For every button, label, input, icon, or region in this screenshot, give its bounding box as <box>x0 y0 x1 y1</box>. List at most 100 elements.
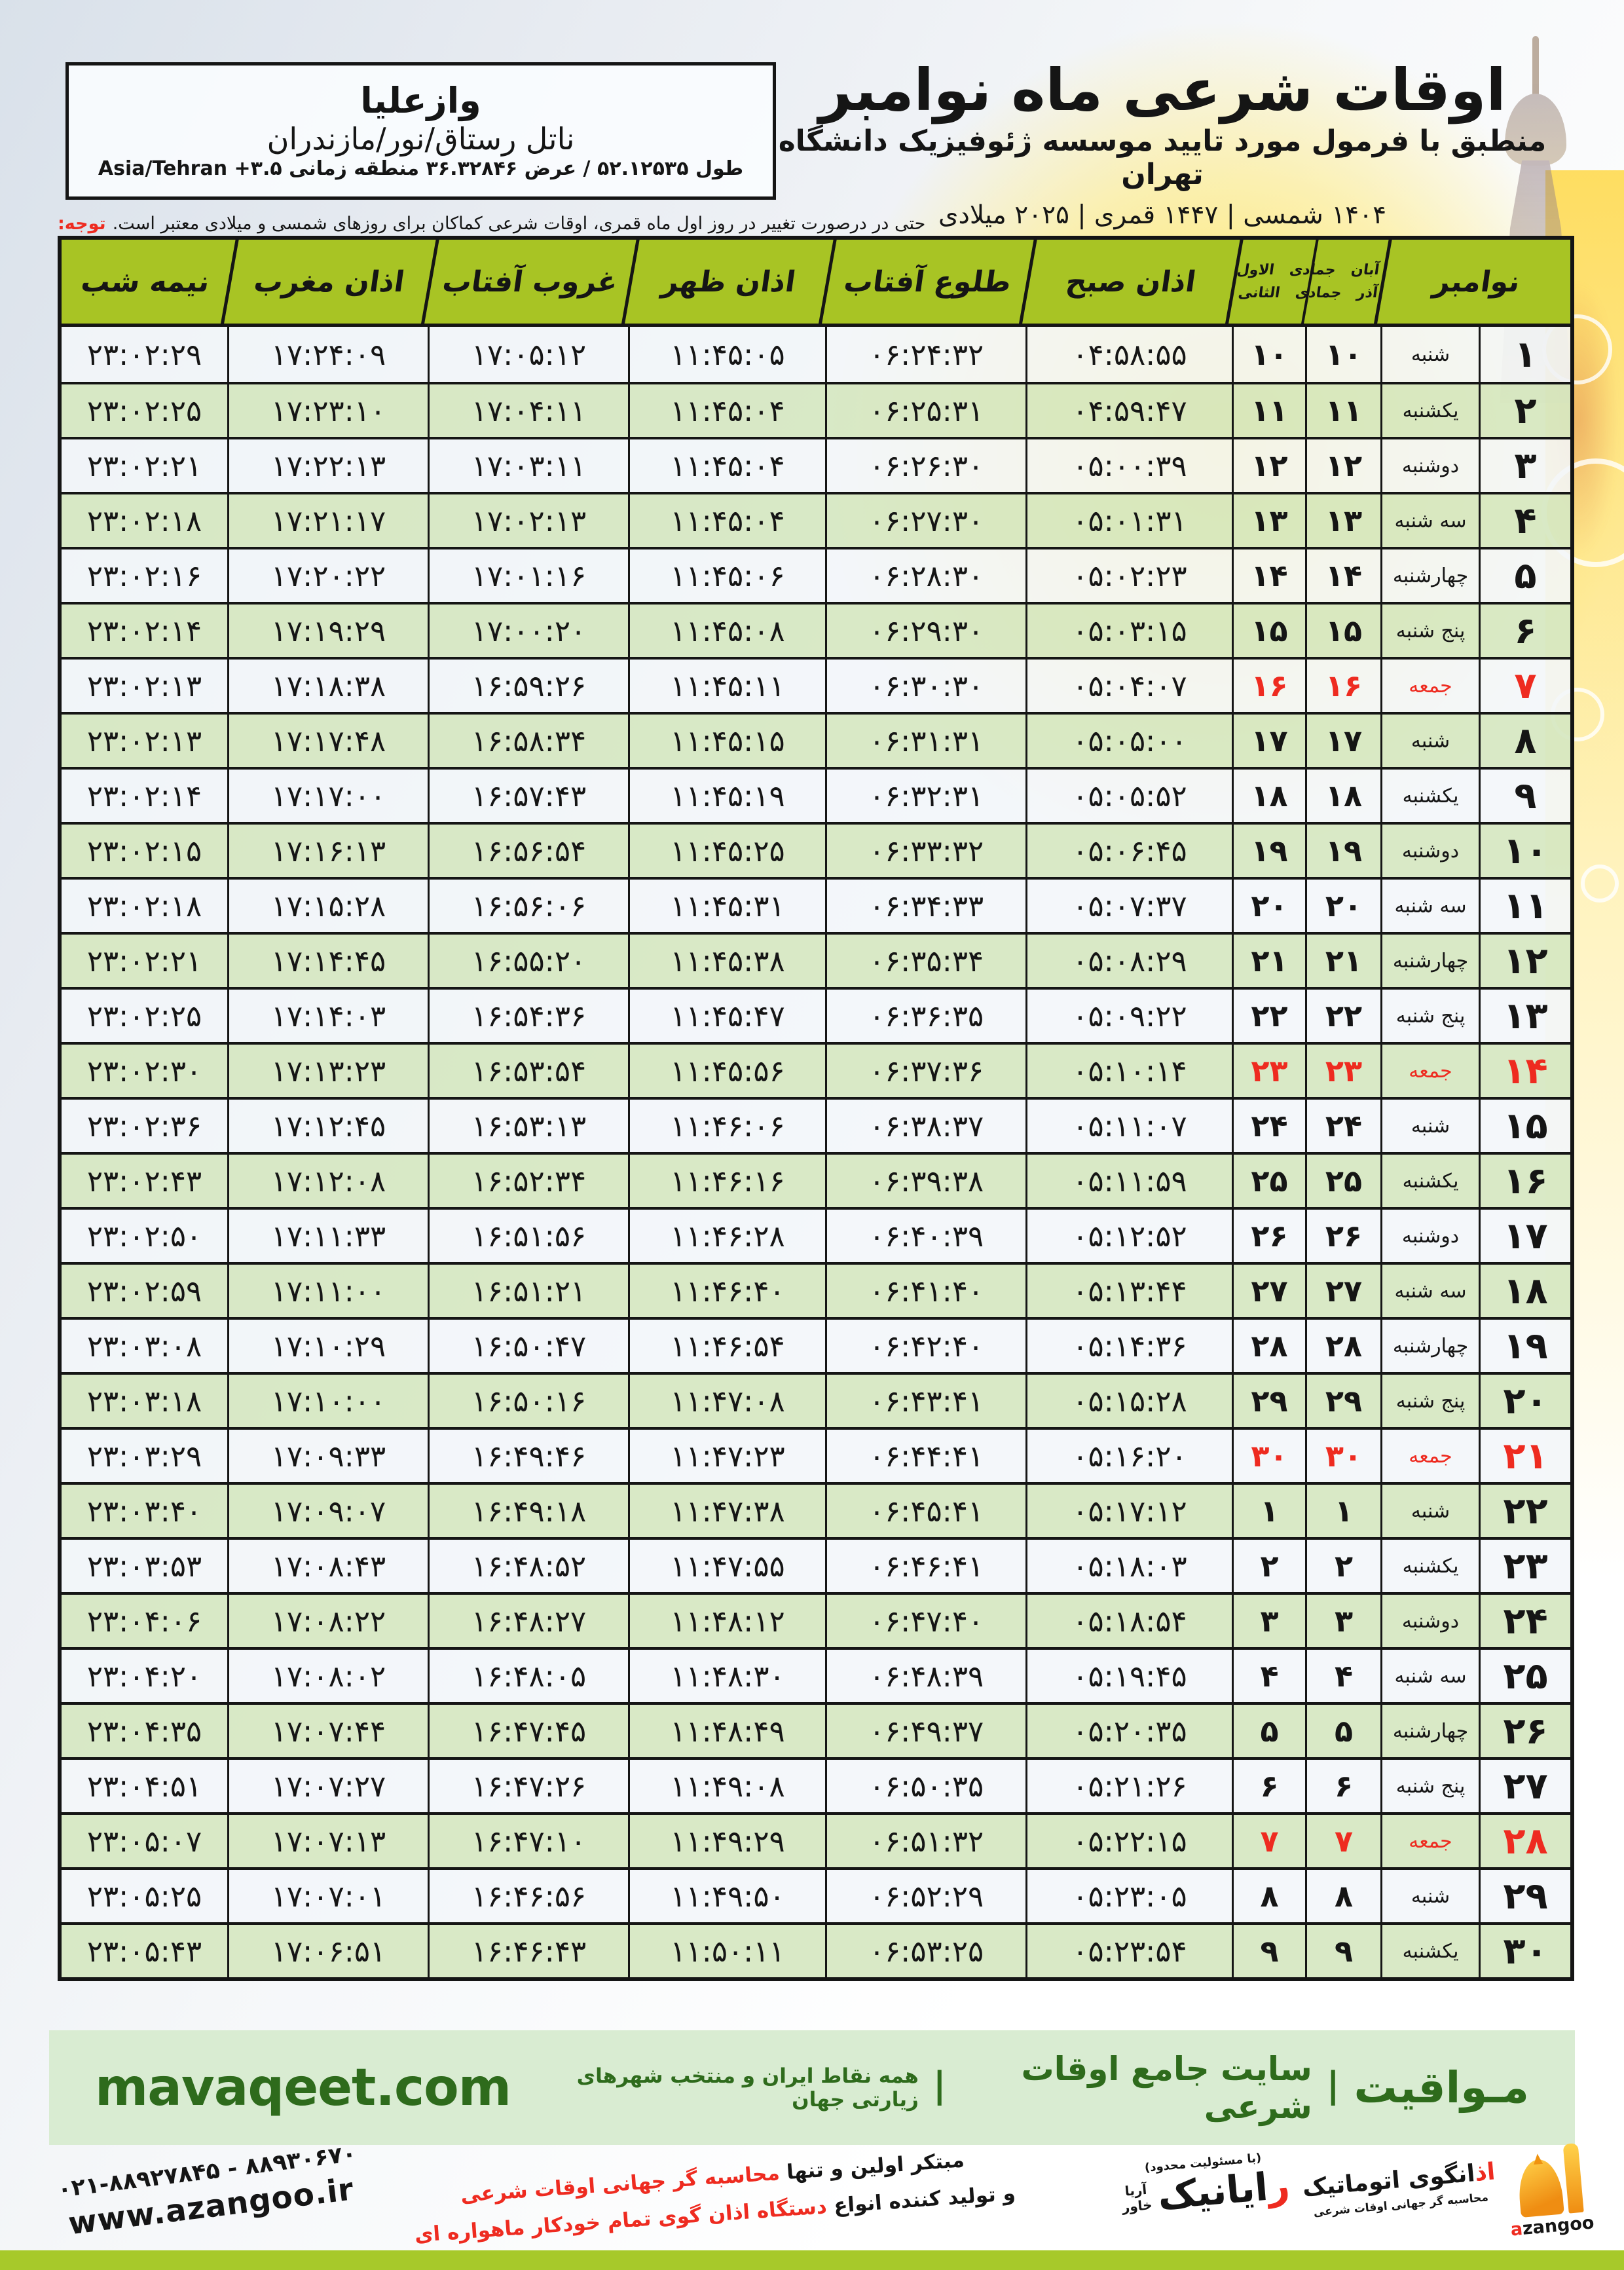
table-row: ۲۱ جمعه ۳۰ ۳۰ ۰۵:۱۶:۲۰ ۰۶:۴۴:۴۱ ۱۱:۴۷:۲۳ ۱۶:۴۹:… <box>62 1427 1570 1482</box>
cell-aban_azar: ۲۴ <box>1307 1100 1382 1152</box>
cell-fajr: ۰۵:۱۸:۵۴ <box>1027 1595 1234 1647</box>
cell-sunrise: ۰۶:۲۴:۳۲ <box>827 327 1027 382</box>
cell-dhuhr: ۱۱:۴۵:۰۴ <box>630 439 827 492</box>
mosque-dome-icon <box>1512 2139 1584 2218</box>
cell-aban_azar: ۷ <box>1307 1815 1382 1867</box>
cell-weekday: چهارشنبه <box>1382 1705 1481 1757</box>
cell-aban_azar: ۵ <box>1307 1705 1382 1757</box>
cell-midnight: ۲۳:۰۲:۱۳ <box>62 715 229 767</box>
cell-jamadi: ۲ <box>1234 1540 1307 1592</box>
cell-midnight: ۲۳:۰۲:۱۴ <box>62 770 229 822</box>
cell-midnight: ۲۳:۰۲:۲۱ <box>62 935 229 987</box>
cell-fajr: ۰۵:۱۶:۲۰ <box>1027 1430 1234 1482</box>
column-header-dhuhr: اذان ظهر <box>630 240 827 324</box>
cell-maghrib: ۱۷:۱۵:۲۸ <box>229 880 430 932</box>
slogan-block: مبتکر اولین و تنها محاسبه گر جهانی اوقات… <box>404 2138 1023 2254</box>
divider: | <box>932 2064 946 2106</box>
cell-fajr: ۰۵:۱۸:۰۳ <box>1027 1540 1234 1592</box>
cell-fajr: ۰۵:۰۸:۲۹ <box>1027 935 1234 987</box>
cell-sunset: ۱۶:۵۰:۴۷ <box>430 1320 630 1372</box>
cell-jamadi: ۱ <box>1234 1485 1307 1537</box>
column-header-november: نوامبر <box>1431 265 1522 299</box>
azangoo-logo: azangoo اذانگوی اتوماتیک محاسبه گر جهانی… <box>1301 2138 1595 2256</box>
cell-weekday: دوشنبه <box>1382 1210 1481 1262</box>
cell-maghrib: ۱۷:۰۷:۴۴ <box>229 1705 430 1757</box>
cell-aban_azar: ۲۹ <box>1307 1375 1382 1427</box>
header: اوقات شرعی ماه نوامبر منطبق با فرمول مور… <box>747 60 1578 230</box>
cell-dhuhr: ۱۱:۴۸:۴۹ <box>630 1705 827 1757</box>
cell-aban_azar: ۲۵ <box>1307 1155 1382 1207</box>
cell-midnight: ۲۳:۰۲:۵۰ <box>62 1210 229 1262</box>
cell-day: ۲۶ <box>1503 1709 1548 1753</box>
cell-midnight: ۲۳:۰۴:۲۰ <box>62 1650 229 1702</box>
cell-midnight: ۲۳:۰۲:۱۸ <box>62 494 229 547</box>
cell-day: ۱۷ <box>1503 1214 1548 1257</box>
cell-jamadi: ۱۹ <box>1234 825 1307 877</box>
cell-sunrise: ۰۶:۳۴:۳۳ <box>827 880 1027 932</box>
cell-midnight: ۲۳:۰۲:۱۶ <box>62 549 229 602</box>
contact-block: ۰۲۱-۸۸۹۲۷۸۴۵ - ۸۸۹۳۰۶۷۰ www.azangoo.ir <box>56 2140 363 2242</box>
page-subtitle: منطبق با فرمول مورد تایید موسسه ژئوفیزیک… <box>778 124 1547 192</box>
mavaqeet-domain-link[interactable]: mavaqeet.com <box>95 2058 511 2117</box>
table-row: ۱۸ سه شنبه ۲۷ ۲۷ ۰۵:۱۳:۴۴ ۰۶:۴۱:۴۰ ۱۱:۴۶:۴۰ ۱۶:… <box>62 1262 1570 1317</box>
cell-maghrib: ۱۷:۰۹:۰۷ <box>229 1485 430 1537</box>
cell-sunset: ۱۷:۰۳:۱۱ <box>430 439 630 492</box>
cell-sunrise: ۰۶:۴۱:۴۰ <box>827 1265 1027 1317</box>
cell-weekday: یکشنبه <box>1382 1540 1481 1592</box>
cell-sunset: ۱۶:۵۳:۱۳ <box>430 1100 630 1152</box>
cell-weekday: چهارشنبه <box>1382 549 1481 602</box>
cell-maghrib: ۱۷:۰۸:۴۳ <box>229 1540 430 1592</box>
cell-dhuhr: ۱۱:۴۵:۱۱ <box>630 660 827 712</box>
cell-midnight: ۲۳:۰۴:۳۵ <box>62 1705 229 1757</box>
cell-dhuhr: ۱۱:۴۶:۱۶ <box>630 1155 827 1207</box>
column-header-sunrise: طلوع آفتاب <box>827 240 1027 324</box>
cell-fajr: ۰۵:۰۳:۱۵ <box>1027 605 1234 657</box>
column-header-persian-months: آبان جمادی الاول آذر جمادی الثانی <box>1234 240 1382 324</box>
cell-maghrib: ۱۷:۱۷:۰۰ <box>229 770 430 822</box>
cell-maghrib: ۱۷:۰۸:۰۲ <box>229 1650 430 1702</box>
table-row: ۲۵ سه شنبه ۴ ۴ ۰۵:۱۹:۴۵ ۰۶:۴۸:۳۹ ۱۱:۴۸:۳۰ ۱۶:۴۸… <box>62 1647 1570 1702</box>
cell-jamadi: ۱۶ <box>1234 660 1307 712</box>
cell-maghrib: ۱۷:۱۱:۰۰ <box>229 1265 430 1317</box>
cell-sunset: ۱۶:۴۹:۱۸ <box>430 1485 630 1537</box>
cell-sunrise: ۰۶:۴۷:۴۰ <box>827 1595 1027 1647</box>
cell-jamadi: ۲۳ <box>1234 1045 1307 1097</box>
table-row: ۱۵ شنبه ۲۴ ۲۴ ۰۵:۱۱:۰۷ ۰۶:۳۸:۳۷ ۱۱:۴۶:۰۶ ۱۶:۵۳:… <box>62 1097 1570 1152</box>
cell-fajr: ۰۵:۲۳:۵۴ <box>1027 1925 1234 1977</box>
cell-midnight: ۲۳:۰۲:۳۶ <box>62 1100 229 1152</box>
divider: | <box>1326 2064 1340 2106</box>
cell-jamadi: ۷ <box>1234 1815 1307 1867</box>
cell-sunrise: ۰۶:۳۹:۳۸ <box>827 1155 1027 1207</box>
cell-maghrib: ۱۷:۱۸:۳۸ <box>229 660 430 712</box>
table-row: ۲۸ جمعه ۷ ۷ ۰۵:۲۲:۱۵ ۰۶:۵۱:۳۲ ۱۱:۴۹:۲۹ ۱۶:۴۷:۱۰… <box>62 1812 1570 1867</box>
cell-aban_azar: ۱ <box>1307 1485 1382 1537</box>
table-row: ۱۳ پنج شنبه ۲۲ ۲۲ ۰۵:۰۹:۲۲ ۰۶:۳۶:۳۵ ۱۱:۴۵:۴۷ ۱۶… <box>62 987 1570 1042</box>
cell-dhuhr: ۱۱:۴۵:۴۷ <box>630 990 827 1042</box>
cell-dhuhr: ۱۱:۴۵:۱۹ <box>630 770 827 822</box>
cell-sunrise: ۰۶:۴۸:۳۹ <box>827 1650 1027 1702</box>
cell-jamadi: ۱۴ <box>1234 549 1307 602</box>
calendar-years-line: ۱۴۰۴ شمسی | ۱۴۴۷ قمری | ۲۰۲۵ میلادی <box>938 200 1387 231</box>
table-row: ۸ شنبه ۱۷ ۱۷ ۰۵:۰۵:۰۰ ۰۶:۳۱:۳۱ ۱۱:۴۵:۱۵ ۱۶:۵۸:۳… <box>62 712 1570 767</box>
cell-weekday: شنبه <box>1382 327 1481 382</box>
cell-sunset: ۱۶:۵۱:۲۱ <box>430 1265 630 1317</box>
cell-jamadi: ۲۴ <box>1234 1100 1307 1152</box>
cell-weekday: چهارشنبه <box>1382 935 1481 987</box>
cell-jamadi: ۳ <box>1234 1595 1307 1647</box>
cell-sunset: ۱۶:۵۷:۴۳ <box>430 770 630 822</box>
cell-midnight: ۲۳:۰۲:۳۰ <box>62 1045 229 1097</box>
table-row: ۲۴ دوشنبه ۳ ۳ ۰۵:۱۸:۵۴ ۰۶:۴۷:۴۰ ۱۱:۴۸:۱۲ ۱۶:۴۸:… <box>62 1592 1570 1647</box>
cell-day: ۱۴ <box>1503 1049 1548 1092</box>
azangoo-icon-column: azangoo <box>1504 2138 1595 2240</box>
cell-day: ۳ <box>1514 444 1537 487</box>
cell-sunrise: ۰۶:۳۸:۳۷ <box>827 1100 1027 1152</box>
cell-day: ۱۱ <box>1503 884 1548 927</box>
cell-dhuhr: ۱۱:۴۵:۱۵ <box>630 715 827 767</box>
cell-sunset: ۱۷:۰۵:۱۲ <box>430 327 630 382</box>
cell-midnight: ۲۳:۰۴:۵۱ <box>62 1760 229 1812</box>
cell-day: ۲۳ <box>1503 1544 1548 1588</box>
cell-day: ۲۴ <box>1503 1599 1548 1643</box>
page-title: اوقات شرعی ماه نوامبر <box>819 56 1506 124</box>
cell-dhuhr: ۱۱:۴۵:۵۶ <box>630 1045 827 1097</box>
